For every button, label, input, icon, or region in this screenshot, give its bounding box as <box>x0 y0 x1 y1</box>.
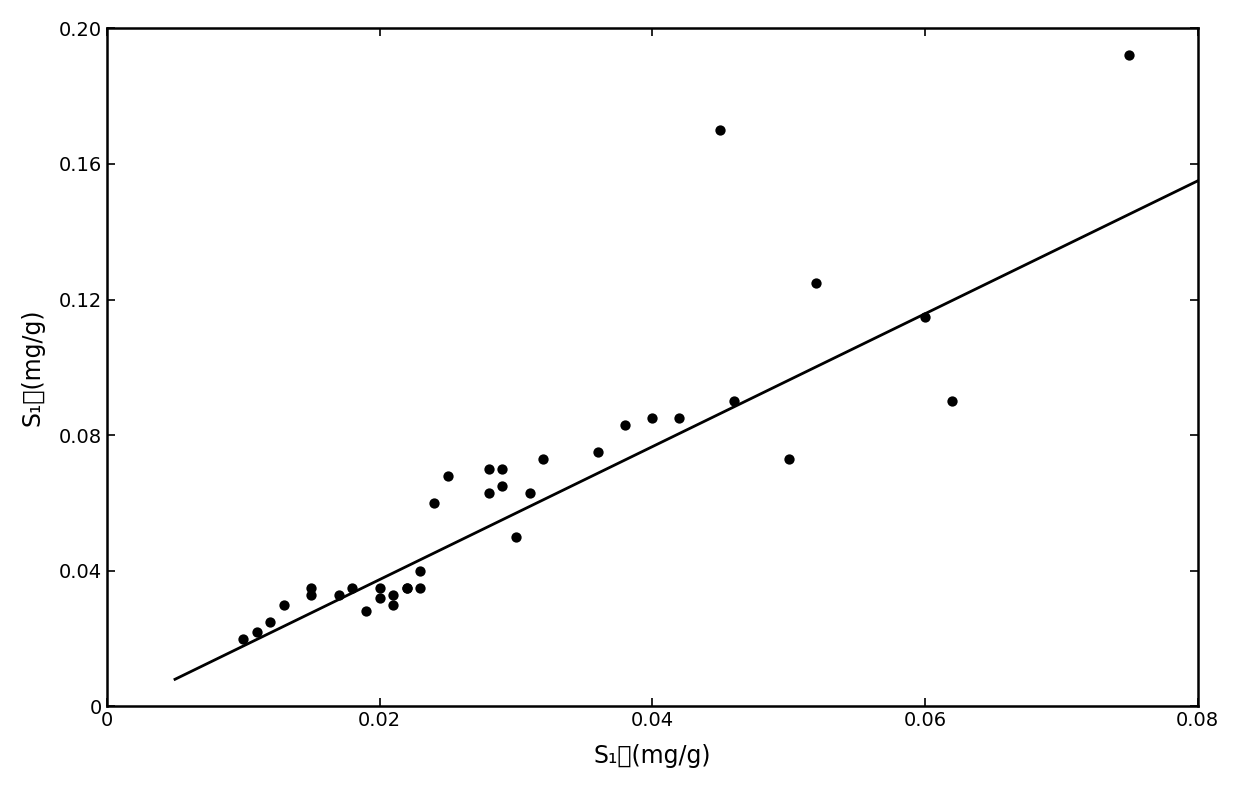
Point <box>356 605 376 618</box>
Point <box>410 564 430 577</box>
Point <box>492 463 512 476</box>
Point <box>520 487 539 499</box>
Y-axis label: S₁校(mg/g): S₁校(mg/g) <box>21 308 45 426</box>
Point <box>410 581 430 594</box>
Point <box>588 446 608 458</box>
Point <box>233 632 253 645</box>
Point <box>479 487 498 499</box>
Point <box>779 453 799 466</box>
Point <box>301 589 321 601</box>
Point <box>342 581 362 594</box>
Point <box>397 581 417 594</box>
Point <box>942 395 962 408</box>
Point <box>533 453 553 466</box>
Point <box>247 626 267 638</box>
Point <box>383 598 403 611</box>
Point <box>329 589 348 601</box>
Point <box>806 276 826 289</box>
Point <box>260 615 280 628</box>
Point <box>670 412 689 424</box>
Point <box>506 530 526 543</box>
Point <box>724 395 744 408</box>
Point <box>370 581 389 594</box>
Point <box>301 581 321 594</box>
Point <box>492 480 512 492</box>
Point <box>397 581 417 594</box>
Point <box>915 310 935 323</box>
Point <box>424 497 444 510</box>
Point <box>642 412 662 424</box>
X-axis label: S₁测(mg/g): S₁测(mg/g) <box>594 744 711 768</box>
Point <box>274 598 294 611</box>
Point <box>383 589 403 601</box>
Point <box>615 419 635 432</box>
Point <box>438 469 458 482</box>
Point <box>711 124 730 136</box>
Point <box>479 463 498 476</box>
Point <box>370 592 389 604</box>
Point <box>1120 49 1140 62</box>
